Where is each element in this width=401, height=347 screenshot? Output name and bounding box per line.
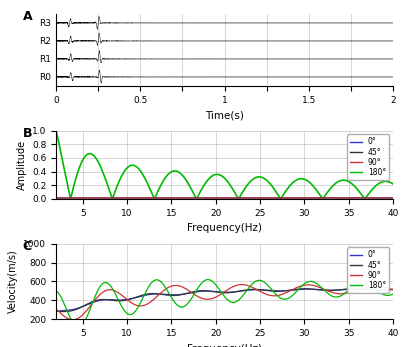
Text: A: A [22, 10, 32, 23]
X-axis label: Frequency(Hz): Frequency(Hz) [187, 344, 262, 347]
Legend: 0°, 45°, 90°, 180°: 0°, 45°, 90°, 180° [347, 134, 389, 180]
Text: C: C [22, 240, 32, 253]
Y-axis label: Amplitude: Amplitude [16, 140, 26, 190]
Text: B: B [22, 127, 32, 140]
Legend: 0°, 45°, 90°, 180°: 0°, 45°, 90°, 180° [347, 247, 389, 293]
X-axis label: Time(s): Time(s) [205, 110, 244, 120]
Y-axis label: Velocity(m/s): Velocity(m/s) [8, 249, 18, 313]
X-axis label: Frequency(Hz): Frequency(Hz) [187, 223, 262, 233]
